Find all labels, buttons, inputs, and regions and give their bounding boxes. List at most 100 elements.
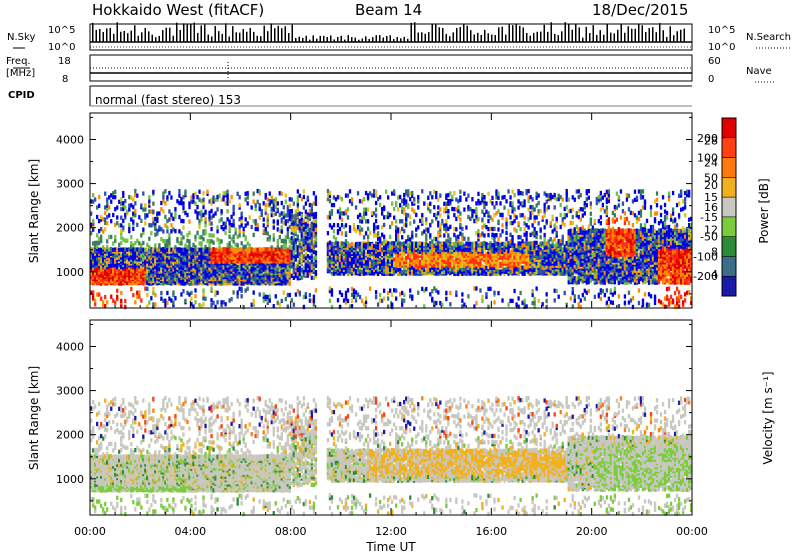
power-cell (425, 227, 427, 231)
power-cell (347, 269, 349, 273)
noise-bar (267, 31, 269, 42)
power-cell (481, 264, 483, 268)
power-cell (291, 198, 293, 202)
power-cell (251, 247, 253, 251)
power-cell (299, 270, 301, 274)
power-cell (98, 241, 100, 245)
power-cell (259, 292, 261, 296)
power-cell (445, 227, 447, 231)
noise-bar (533, 33, 535, 42)
power-cell (299, 212, 301, 216)
power-cell (168, 297, 170, 301)
power-cell (122, 225, 124, 229)
power-cell (241, 223, 243, 227)
power-cell (393, 207, 395, 211)
nsearch-label: N.Search (746, 32, 791, 43)
power-cell (383, 239, 385, 243)
power-cell (196, 231, 198, 235)
power-cell (182, 289, 184, 293)
power-cell (132, 219, 134, 223)
power-cell (230, 215, 232, 219)
power-cell (226, 243, 228, 247)
power-cell (403, 265, 405, 269)
power-cell (429, 243, 431, 247)
power-cell (315, 288, 317, 292)
power-cell (421, 287, 423, 291)
power-cell (271, 195, 273, 199)
power-cell (405, 189, 407, 193)
power-cell (373, 233, 375, 237)
power-cell (435, 256, 437, 260)
power-cell (130, 287, 132, 291)
power-cell (487, 244, 489, 248)
power-cell (196, 215, 198, 219)
power-cell (499, 213, 501, 217)
power-cell (409, 191, 411, 195)
noise-bar (96, 30, 98, 42)
power-cell (505, 237, 507, 241)
power-cell (509, 250, 511, 254)
power-cell (313, 219, 315, 223)
power-cell (403, 241, 405, 245)
power-cell (435, 213, 437, 217)
power-cell (399, 262, 401, 266)
power-cell (253, 299, 255, 303)
power-cell (503, 195, 505, 199)
power-cell (245, 192, 247, 196)
power-cell (455, 217, 457, 221)
power-cell (184, 248, 186, 252)
power-cell (379, 195, 381, 199)
power-cell (303, 195, 305, 199)
power-cell (196, 247, 198, 251)
power-cell (311, 264, 313, 268)
power-cell (479, 252, 481, 256)
power-cell (425, 242, 427, 246)
power-cell (146, 213, 148, 217)
power-cell (409, 242, 411, 246)
power-cell (238, 229, 240, 233)
power-cell (327, 215, 329, 219)
power-cell (200, 199, 202, 203)
power-cell (345, 291, 347, 295)
power-cell (307, 219, 309, 223)
power-cell (355, 205, 357, 209)
power-cell (182, 219, 184, 223)
power-cell (327, 189, 329, 193)
power-cell (425, 217, 427, 221)
power-cell (257, 200, 259, 204)
noise-bar (460, 27, 462, 42)
power-cell (194, 245, 196, 249)
power-cell (409, 294, 411, 298)
power-cell (513, 289, 515, 293)
power-cell (241, 212, 243, 216)
power-cell (172, 247, 174, 251)
power-cell (188, 219, 190, 223)
power-cell (367, 250, 369, 254)
power-cell (493, 205, 495, 209)
power-cell (339, 290, 341, 294)
power-cell (483, 195, 485, 199)
power-cell (501, 195, 503, 199)
power-cell (401, 291, 403, 295)
power-cell (273, 237, 275, 241)
power-cell (128, 207, 130, 211)
power-cell (132, 247, 134, 251)
power-cell (134, 201, 136, 205)
power-cell (413, 219, 415, 223)
power-cell (417, 195, 419, 199)
noise-bar (183, 23, 185, 42)
power-cell (495, 189, 497, 193)
power-cell (487, 287, 489, 291)
power-cell (287, 205, 289, 209)
power-cell (297, 235, 299, 239)
power-cell (351, 293, 353, 297)
power-cell (279, 191, 281, 195)
power-cell (427, 203, 429, 207)
power-cell (226, 247, 228, 251)
power-cell (220, 248, 222, 252)
power-cell (281, 229, 283, 233)
power-cell (160, 237, 162, 241)
noise-bar (593, 25, 595, 42)
